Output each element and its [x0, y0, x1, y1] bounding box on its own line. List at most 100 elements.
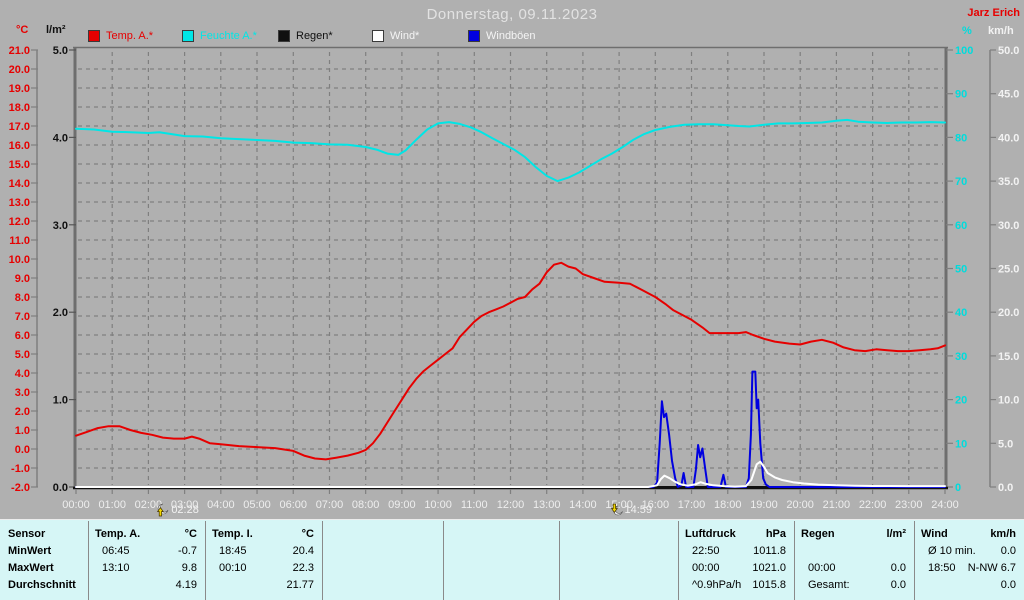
- temp-axis-label: 12.0: [9, 216, 30, 228]
- x-axis-label: 13:00: [533, 499, 561, 511]
- rain-axis-label: 4.0: [53, 132, 68, 144]
- summary-table: Sensor MinWert MaxWert Durchschnitt Temp…: [0, 519, 1024, 600]
- table-cell-time: 18:45: [219, 545, 247, 557]
- legend-item-rain: Regen*: [278, 30, 372, 42]
- rain-axis-label: 1.0: [53, 395, 68, 407]
- table-col-unit: km/h: [990, 528, 1016, 540]
- legend-label: Wind*: [390, 30, 420, 42]
- table-row-header-max: MaxWert: [8, 562, 54, 574]
- table-cell-value: 0.0: [1000, 545, 1016, 557]
- table-cell-value: 9.8: [181, 562, 197, 574]
- temp-axis-label: 5.0: [15, 349, 30, 361]
- table-column-separator: [443, 521, 444, 600]
- x-axis-label: 21:00: [823, 499, 851, 511]
- temp-axis-label: 6.0: [15, 330, 30, 342]
- table-cell-value: 1021.0: [752, 562, 786, 574]
- temp-axis-label: 16.0: [9, 140, 30, 152]
- table-cell-time: 06:45: [102, 545, 130, 557]
- table-cell-value: N-NW 6.7: [967, 562, 1016, 574]
- moonset-icon: [610, 503, 623, 516]
- table-column-separator: [914, 521, 915, 600]
- temp-axis-label: 13.0: [9, 197, 30, 209]
- table-column-separator: [794, 521, 795, 600]
- x-axis-label: 09:00: [388, 499, 416, 511]
- wind-axis-label: 15.0: [998, 351, 1019, 363]
- x-axis-label: 24:00: [931, 499, 959, 511]
- table-cell-time: 00:00: [692, 562, 720, 574]
- table-row-header-avg: Durchschnitt: [8, 579, 76, 591]
- humidity-axis-label: 70: [955, 176, 967, 188]
- wind-axis-label: 35.0: [998, 176, 1019, 188]
- temp-axis-label: 2.0: [15, 406, 30, 418]
- legend-label: Temp. A.*: [106, 30, 154, 42]
- humidity-axis-label: 60: [955, 220, 967, 232]
- temp-axis-label: 11.0: [9, 235, 30, 247]
- temp-axis-label: 19.0: [9, 83, 30, 95]
- temp-axis-label: 9.0: [15, 273, 30, 285]
- table-cell-time: ^0.9hPa/h: [692, 579, 742, 591]
- legend-item-wind: Wind*: [372, 30, 468, 42]
- moonset-marker: 14:59: [609, 503, 652, 517]
- rain-axis-label: 0.0: [53, 482, 68, 494]
- table-column-separator: [205, 521, 206, 600]
- table-cell-value: 0.0: [890, 562, 906, 574]
- x-axis-label: 20:00: [786, 499, 814, 511]
- wind-axis-label: 50.0: [998, 45, 1019, 57]
- x-axis-label: 00:00: [62, 499, 90, 511]
- series-wind-: [75, 460, 946, 488]
- wind-axis-label: 25.0: [998, 264, 1019, 276]
- x-axis-label: 11:00: [461, 499, 488, 511]
- rain-axis-label: 5.0: [53, 45, 68, 57]
- table-cell-time: 13:10: [102, 562, 130, 574]
- table-col-name: Temp. A.: [95, 528, 141, 540]
- temp-axis-label: 17.0: [9, 121, 30, 133]
- humidity-axis-label: 80: [955, 132, 967, 144]
- table-cell-value: 4.19: [175, 579, 197, 591]
- humidity-axis-label: 50: [955, 264, 967, 276]
- legend-item-temp: Temp. A.*: [88, 30, 182, 42]
- temp-series-swatch-icon: [88, 30, 100, 42]
- table-col-unit: l/m²: [886, 528, 906, 540]
- table-cell-time: Ø 10 min.: [928, 545, 976, 557]
- legend-item-humidity: Feuchte A.*: [182, 30, 278, 42]
- wind-series-swatch-icon: [372, 30, 384, 42]
- table-cell-value: 21.77: [286, 579, 314, 591]
- x-axis-label: 14:00: [569, 499, 597, 511]
- table-col-name: Regen: [801, 528, 835, 540]
- temp-axis-label: 3.0: [15, 387, 30, 399]
- rain-axis-label: 2.0: [53, 307, 68, 319]
- gust-series-swatch-icon: [468, 30, 480, 42]
- moonrise-time: 02:28: [171, 504, 199, 516]
- left-axis-temp-unit: °C: [16, 24, 29, 36]
- x-axis-label: 04:00: [207, 499, 235, 511]
- table-cell-time: Gesamt:: [808, 579, 850, 591]
- moonrise-marker: 02:28: [155, 503, 199, 517]
- series-temp--a--: [75, 261, 946, 461]
- right-axis-humidity-unit: %: [962, 25, 972, 37]
- legend: Temp. A.* Feuchte A.* Regen* Wind* Windb…: [88, 30, 536, 42]
- x-axis-label: 08:00: [352, 499, 380, 511]
- right-axis-wind-unit: km/h: [988, 25, 1014, 37]
- table-row-header-sensor: Sensor: [8, 528, 46, 540]
- x-axis-label: 15:00: [605, 499, 633, 511]
- wind-axis-label: 45.0: [998, 89, 1019, 101]
- table-cell-value: 22.3: [292, 562, 314, 574]
- x-axis-label: 18:00: [714, 499, 742, 511]
- table-cell-value: 0.0: [890, 579, 906, 591]
- temp-axis-label: 4.0: [15, 368, 30, 380]
- wind-axis-label: 10.0: [998, 395, 1019, 407]
- table-row-header-min: MinWert: [8, 545, 52, 557]
- temp-axis-label: -2.0: [11, 482, 30, 494]
- table-cell-value: 1015.8: [752, 579, 786, 591]
- table-cell-value: 1011.8: [753, 545, 786, 557]
- temp-axis-label: 0.0: [15, 444, 30, 456]
- temp-axis-label: 1.0: [15, 425, 30, 437]
- table-column-separator: [88, 521, 89, 600]
- humidity-axis-label: 40: [955, 307, 967, 319]
- x-axis-label: 03:00: [171, 499, 199, 511]
- temp-axis-label: 7.0: [15, 311, 30, 323]
- table-column-separator: [322, 521, 323, 600]
- x-axis-label: 22:00: [859, 499, 887, 511]
- table-cell-time: 00:10: [219, 562, 247, 574]
- wind-axis-label: 5.0: [998, 438, 1013, 450]
